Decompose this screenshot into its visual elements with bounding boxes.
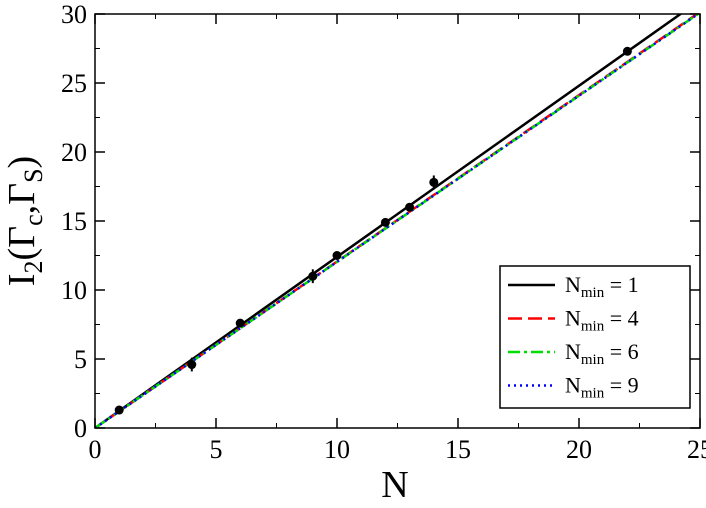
x-tick-label: 25 xyxy=(687,435,706,464)
legend-text: = 4 xyxy=(604,306,638,331)
data-point xyxy=(380,217,390,227)
data-point xyxy=(114,405,124,415)
subscript: min xyxy=(581,386,605,402)
label-part: ,Γ xyxy=(1,183,43,214)
x-tick-label: 5 xyxy=(210,435,223,464)
legend-text: = 1 xyxy=(604,272,638,297)
x-tick-label: 0 xyxy=(89,435,102,464)
y-tick-label: 25 xyxy=(61,69,87,98)
y-tick-label: 5 xyxy=(74,345,87,374)
y-tick-label: 10 xyxy=(61,276,87,305)
data-point xyxy=(235,318,245,328)
label-part: ) xyxy=(1,156,43,169)
y-tick-label: 30 xyxy=(61,0,87,29)
x-axis-label: N xyxy=(381,464,408,503)
subscript: c xyxy=(19,214,48,226)
plot-frame xyxy=(94,13,701,429)
subscript: min xyxy=(581,285,605,301)
subscript: 2 xyxy=(19,261,48,274)
y-tick-label: 0 xyxy=(74,414,87,443)
data-point xyxy=(622,46,632,56)
plot-area xyxy=(95,14,700,428)
data-point xyxy=(187,360,197,370)
y-axis-label: I2(Γc,ΓS) xyxy=(1,156,48,286)
fit-line xyxy=(95,14,683,428)
legend-label: Nmin = 6 xyxy=(565,339,639,368)
data-point xyxy=(405,202,415,212)
legend-text: = 6 xyxy=(604,339,638,364)
legend-label: Nmin = 9 xyxy=(565,373,639,402)
legend-text: N xyxy=(565,272,581,297)
fit-line xyxy=(95,14,700,428)
x-tick-label: 10 xyxy=(324,435,350,464)
x-tick-label: 20 xyxy=(566,435,592,464)
legend-text: N xyxy=(565,373,581,398)
data-point xyxy=(308,271,318,281)
y-axis-label-text: I2(Γc,ΓS) xyxy=(1,156,48,286)
legend-text: = 9 xyxy=(604,373,638,398)
legend-box xyxy=(499,265,691,409)
subscript: min xyxy=(581,352,605,368)
label-part: I xyxy=(1,274,43,287)
legend-text: N xyxy=(565,306,581,331)
y-tick-label: 20 xyxy=(61,138,87,167)
y-tick-label: 15 xyxy=(61,207,87,236)
legend-label: Nmin = 1 xyxy=(565,272,639,301)
label-part: (Γ xyxy=(1,226,43,261)
subscript: S xyxy=(19,168,48,182)
subscript: min xyxy=(581,319,605,335)
legend-label: Nmin = 4 xyxy=(565,306,639,335)
x-tick-label: 15 xyxy=(445,435,471,464)
data-point xyxy=(429,177,439,187)
fit-line xyxy=(95,14,700,428)
data-point xyxy=(332,251,342,260)
legend-text: N xyxy=(565,339,581,364)
